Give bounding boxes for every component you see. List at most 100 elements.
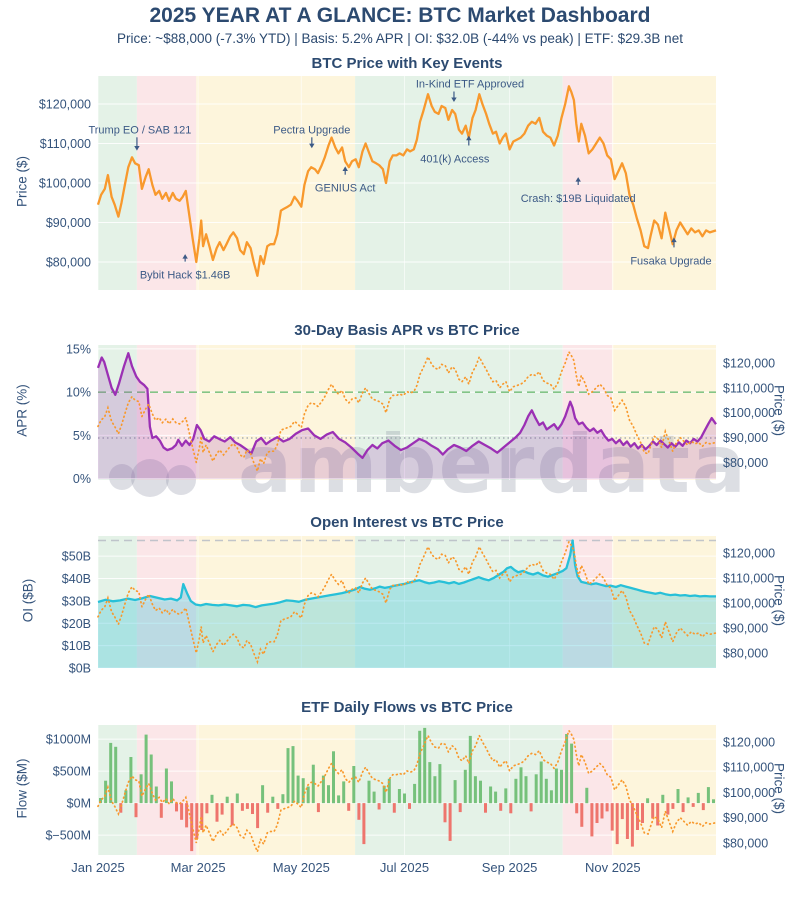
inflow-bar [342, 781, 346, 804]
annotation-arrowhead [671, 237, 677, 243]
y2-tick-labels: $80,000 $90,000 $100,000 $110,000 $120,000 [723, 357, 775, 470]
inflow-bar [321, 775, 325, 804]
y-tick-labels: $0B $10B $20B $30B $40B $50B [62, 550, 91, 676]
outflow-bar [605, 803, 609, 812]
svg-text:$120,000: $120,000 [723, 735, 775, 749]
annotation-text: Trump EO / SAB 121 [88, 124, 191, 136]
inflow-bar [382, 785, 386, 804]
inflow-bar [306, 786, 310, 804]
inflow-bar [403, 793, 406, 804]
outflow-bar [245, 803, 249, 809]
outflow-bar [377, 803, 381, 810]
event-annotation: 401(k) Access [420, 135, 490, 166]
inflow-bar [139, 774, 143, 804]
chart2-y-axis-title: APR (%) [14, 384, 30, 437]
inflow-bar [301, 778, 305, 804]
inflow-bar [706, 787, 710, 804]
inflow-bar [418, 730, 422, 804]
inflow-bar [286, 748, 290, 804]
chart1-title: BTC Price with Key Events [311, 55, 503, 72]
chart2-y2-axis-title: Price ($) [771, 384, 787, 436]
outflow-bar [610, 803, 614, 831]
inflow-bar [281, 794, 285, 804]
inflow-bar [686, 797, 690, 804]
inflow-bar [337, 795, 341, 804]
y-tick-labels: $−500M $0M $500M $1000M [45, 733, 91, 843]
regime-band [612, 725, 716, 855]
inflow-bar [413, 783, 417, 804]
amberdata-watermark: amberdata [109, 418, 746, 511]
outflow-bar [651, 803, 655, 819]
inflow-bar [144, 734, 148, 804]
inflow-bar [696, 792, 700, 804]
inflow-bar [524, 776, 528, 804]
inflow-bar [387, 778, 391, 804]
inflow-bar [534, 774, 538, 804]
inflow-bar [210, 794, 214, 804]
inflow-bar [99, 798, 102, 804]
inflow-bar [129, 757, 133, 804]
annotation-text: 401(k) Access [420, 154, 490, 166]
regime-band [98, 345, 137, 480]
svg-text:May 2025: May 2025 [273, 860, 330, 875]
inflow-bar [479, 780, 482, 804]
svg-text:$110,000: $110,000 [723, 761, 774, 775]
inflow-bar [170, 781, 173, 804]
y2-tick-labels: $80,000 $90,000 $100,000 $110,000 $120,000 [723, 547, 775, 661]
svg-text:$10B: $10B [62, 639, 91, 653]
svg-text:10%: 10% [66, 386, 91, 400]
inflow-bar [646, 798, 650, 804]
svg-text:$−500M: $−500M [45, 829, 91, 843]
outflow-bar [590, 803, 594, 837]
inflow-bar [271, 796, 275, 804]
chart3-y2-axis-title: Price ($) [771, 574, 787, 626]
outflow-bar [691, 803, 695, 807]
outflow-bar [195, 803, 199, 839]
outflow-bar [256, 803, 260, 829]
svg-text:15%: 15% [66, 342, 91, 356]
svg-text:$80,000: $80,000 [46, 256, 91, 270]
outflow-bar [230, 803, 234, 826]
annotation-arrowhead [309, 143, 315, 149]
inflow-bar [453, 780, 457, 804]
btc-price-overlay [97, 539, 717, 665]
regime-band [612, 345, 716, 480]
svg-text:$110,000: $110,000 [40, 137, 91, 151]
inflow-bar [261, 785, 265, 804]
svg-text:$100,000: $100,000 [723, 597, 775, 611]
svg-text:$0B: $0B [69, 662, 91, 676]
page-subtitle: Price: ~$88,000 (-7.3% YTD) | Basis: 5.2… [117, 31, 683, 46]
event-annotation: GENIUS Act [315, 166, 375, 195]
inflow-bar [544, 778, 548, 804]
inflow-bar [367, 780, 371, 804]
outflow-bar [185, 803, 189, 828]
y-tick-labels: $80,000 $90,000 $100,000 $110,000 $120,000 [39, 98, 91, 270]
inflow-bar [154, 786, 158, 804]
inflow-bar [352, 766, 356, 804]
svg-text:$90,000: $90,000 [723, 431, 768, 445]
event-annotation: In-Kind ETF Approved [416, 79, 524, 103]
svg-text:Nov 2025: Nov 2025 [585, 860, 641, 875]
outflow-bar [529, 803, 533, 812]
inflow-bar [124, 790, 128, 804]
regime-band [562, 345, 613, 480]
chart4-title: ETF Daily Flows vs BTC Price [301, 699, 513, 716]
watermark-logo-dot [166, 465, 196, 495]
event-annotation: Crash: $19B Liquidated [521, 177, 636, 205]
annotation-arrowhead [182, 254, 188, 259]
svg-text:$80,000: $80,000 [723, 836, 768, 850]
inflow-bar [565, 734, 569, 804]
inflow-bar [109, 742, 113, 804]
svg-text:Jul 2025: Jul 2025 [380, 860, 429, 875]
inflow-bar [311, 764, 315, 804]
outflow-bar [392, 803, 396, 813]
annotation-arrowhead [451, 97, 457, 103]
inflow-bar [423, 727, 427, 804]
svg-text:$90,000: $90,000 [723, 622, 768, 636]
inflow-bar [397, 789, 401, 804]
svg-text:$1000M: $1000M [46, 733, 91, 747]
outflow-bar [641, 803, 644, 823]
outflow-bar [681, 803, 685, 813]
btc-price-overlay [97, 728, 717, 855]
outflow-bar [630, 803, 634, 847]
